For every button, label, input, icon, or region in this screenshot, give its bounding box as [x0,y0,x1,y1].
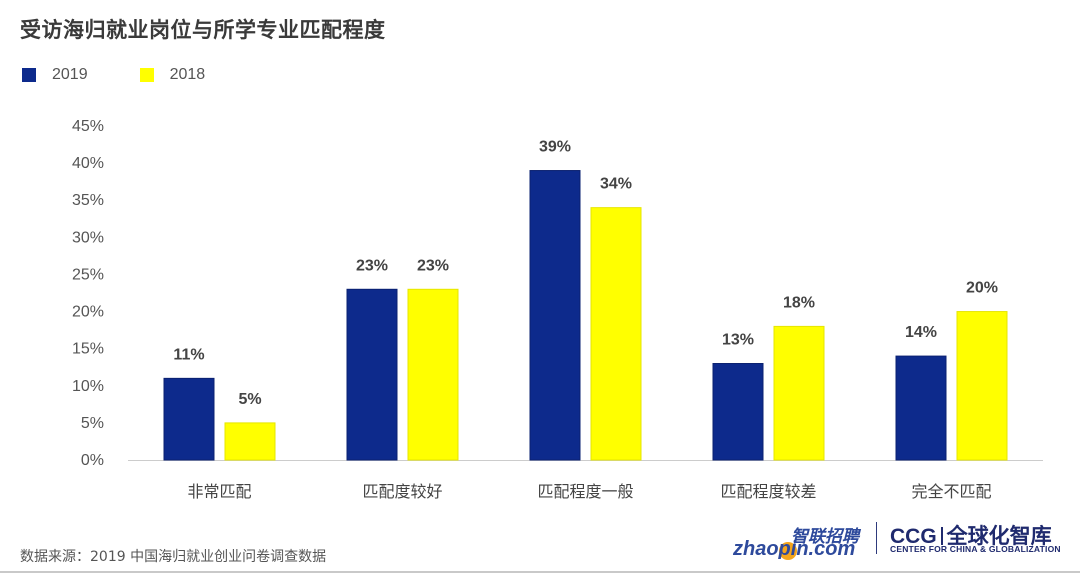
data-label-2018: 5% [238,391,261,408]
bar-2018 [773,325,825,461]
x-tick-label: 匹配度较好 [362,482,442,501]
legend-label-2019: 2019 [52,66,88,83]
bar-2019 [712,363,764,461]
y-tick-label: 25% [72,266,104,283]
source-note: 数据来源：2019 中国海归就业创业问卷调查数据 [20,549,327,565]
bar-2018 [224,422,276,461]
zhaopin-logo-dot [779,542,797,560]
bar-2018 [590,207,642,461]
y-tick-label: 5% [81,415,104,432]
legend: 2019 2018 [22,66,257,84]
data-label-2019: 23% [356,257,388,274]
zhaopin-logo-en: zhaopin.com [733,538,856,560]
x-tick-label: 匹配程度较差 [720,482,816,501]
bar-2019 [529,170,581,461]
bar-2019 [163,377,215,461]
data-label-2019: 39% [539,139,571,156]
ccg-logo-en: CCG [890,525,937,548]
data-label-2019: 11% [173,346,204,363]
y-tick-label: 15% [72,341,104,358]
logo-divider [876,522,877,554]
y-tick-label: 35% [72,192,104,209]
ccg-logo-cn: 全球化智库 [946,525,1052,548]
y-tick-label: 45% [72,118,104,135]
x-tick-label: 非常匹配 [187,482,251,501]
legend-item-2018: 2018 [139,66,206,84]
data-label-2019: 13% [722,332,754,349]
ccg-logo-main: CCG 全球化智库 [890,520,1052,550]
chart-title: 受访海归就业岗位与所学专业匹配程度 [20,18,386,42]
y-tick-label: 40% [72,155,104,172]
ccg-logo: CCG 全球化智库 CENTER FOR CHINA & GLOBALIZATIO… [890,520,1080,564]
y-tick-label: 10% [72,378,104,395]
data-label-2018: 20% [966,280,998,297]
x-tick-label: 匹配程度一般 [537,482,633,501]
legend-label-2018: 2018 [169,66,206,83]
ccg-logo-sub: CENTER FOR CHINA & GLOBALIZATION [890,544,1061,554]
bar-2018 [956,311,1008,461]
data-label-2018: 23% [417,257,449,274]
legend-swatch-2018 [139,68,154,82]
data-label-2019: 14% [905,324,937,341]
bar-2018 [407,288,459,461]
bar-2019 [346,288,398,461]
y-tick-label: 0% [81,452,104,469]
data-label-2018: 34% [600,176,632,193]
bar-2019 [895,355,947,461]
zhaopin-logo-cn: 智联招聘 [791,527,859,547]
legend-swatch-2019 [22,68,36,82]
y-tick-label: 30% [72,229,104,246]
zhaopin-logo: 智联招聘 zhaopin.com [733,522,865,566]
footer-divider [0,571,1080,573]
x-tick-label: 完全不匹配 [911,482,991,501]
ccg-logo-separator [940,527,943,545]
legend-item-2019: 2019 [22,66,88,84]
y-tick-label: 20% [72,304,104,321]
bar-chart: 0% 5% 10% 15% 20% 25% 30% 35% 40% 45% 11% 5% 非常匹配 23%… [72,118,1043,501]
data-label-2018: 18% [783,294,815,311]
